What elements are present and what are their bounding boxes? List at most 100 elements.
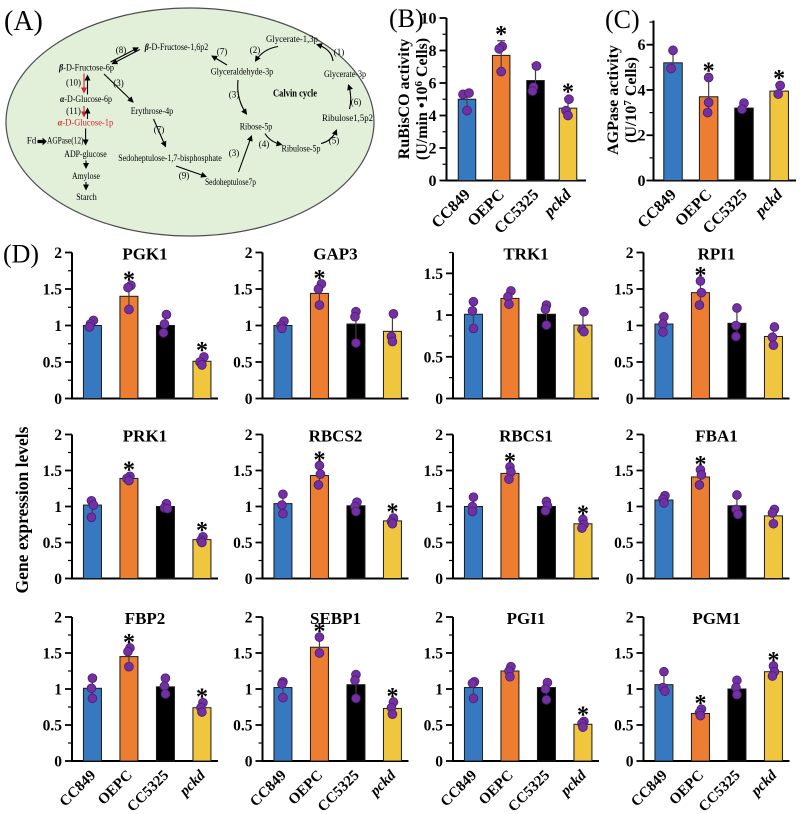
panel-c-ylabel-line2: (U/107 Cells) — [622, 57, 640, 143]
y-tick-label: 0 — [638, 173, 646, 190]
data-point — [158, 327, 169, 338]
y-tick-label: 0 — [245, 571, 253, 588]
bar-CC849 — [273, 325, 293, 399]
x-category-label: pckd — [175, 767, 209, 801]
data-point — [467, 306, 478, 316]
bar-pckd — [763, 671, 783, 762]
significance-asterisk: * — [386, 499, 398, 525]
data-point — [159, 319, 170, 329]
chart-gap3: 0 0.5 1 1.5 2 * GAP3 — [233, 245, 409, 408]
data-point — [658, 319, 668, 329]
y-tick-label: 1 — [626, 318, 634, 335]
data-point — [467, 678, 478, 689]
significance-asterisk: * — [767, 648, 779, 674]
node-fructose-6p: β-D-Fructose-6p — [58, 63, 114, 73]
y-tick-label: 2 — [245, 427, 253, 444]
arrow-sbp-to-s7p — [175, 165, 207, 178]
node-glycerate-13p: Glycerate-1,3p — [266, 34, 318, 44]
data-point — [694, 300, 705, 310]
chart-title: TRK1 — [503, 245, 548, 264]
bar-OEPC — [119, 477, 139, 580]
data-point — [350, 311, 360, 322]
y-tick-label: 2 — [638, 128, 646, 145]
data-point — [732, 689, 742, 700]
data-point — [388, 309, 399, 319]
chart-title: PGI1 — [507, 609, 546, 628]
y-tick-label: 1 — [626, 499, 634, 516]
chart-rbcs2: 00.511.52**RBCS2 — [233, 427, 409, 588]
significance-asterisk: * — [703, 59, 715, 85]
y-tick-label: 1.5 — [233, 463, 253, 480]
y-tick-label: 1.5 — [43, 282, 63, 299]
panel-label-b: (B) — [389, 4, 424, 33]
bar-OEPC — [500, 297, 520, 399]
y-tick-label: 0.5 — [233, 535, 253, 552]
y-tick-label: 1 — [54, 499, 62, 516]
data-point — [87, 693, 98, 704]
y-tick-label: 0.5 — [43, 535, 63, 552]
arc-ribose5p-to-ribulose5p — [264, 133, 283, 147]
chart-prk1: 0 0.5 1 1.5 2 * * PRK1 — [43, 427, 218, 588]
significance-asterisk: * — [504, 449, 516, 475]
x-category-label: pckd — [539, 186, 575, 222]
data-point — [773, 89, 784, 99]
node-ribulose-5p: Ribulose-5p — [282, 144, 321, 154]
bar-OEPC — [500, 472, 520, 580]
data-point — [468, 492, 479, 502]
reaction-2: (2) — [250, 45, 261, 55]
y-tick-label: 2 — [435, 610, 443, 627]
data-point — [505, 671, 515, 682]
panel-a-diagram: β-D-Fructose-1,6p2 β-D-Fructose-6p α-D-G… — [5, 7, 375, 237]
significance-asterisk: * — [123, 267, 135, 293]
data-point — [541, 694, 552, 705]
y-tick-label: 2 — [429, 141, 437, 158]
data-point — [351, 693, 361, 704]
y-tick-label: 1.5 — [233, 646, 253, 663]
significance-asterisk: * — [694, 691, 706, 717]
data-point — [467, 506, 478, 517]
data-point — [387, 336, 398, 347]
label-calvin-cycle: Calvin cycle — [273, 89, 317, 100]
node-erythrose-4p: Erythrose-4p — [131, 106, 174, 116]
y-tick-label: 0 — [245, 391, 253, 408]
data-point — [666, 63, 676, 74]
data-point — [197, 707, 207, 717]
node-glucose-6p: α-D-Glucose-6p — [60, 94, 112, 104]
data-point — [496, 66, 507, 77]
data-point — [351, 506, 361, 517]
reaction-5: (5) — [329, 136, 340, 146]
y-tick-label: 0.5 — [424, 349, 444, 366]
y-tick-label: 1 — [245, 318, 253, 335]
data-point — [659, 666, 669, 677]
data-point — [87, 673, 98, 683]
arc-ribulose5p-to-ribulose15p2 — [320, 129, 338, 145]
data-point — [468, 296, 479, 307]
data-point — [578, 722, 588, 732]
y-tick-label: 1 — [626, 682, 634, 699]
bar-pckd — [769, 90, 789, 181]
data-point — [767, 508, 778, 518]
data-point — [768, 340, 779, 351]
bar-CC849 — [663, 62, 683, 181]
data-point — [84, 322, 95, 332]
chart-title: PGM1 — [692, 609, 740, 628]
x-category-label: CC849 — [438, 768, 481, 811]
data-point — [315, 469, 326, 479]
data-point — [86, 683, 97, 694]
data-point — [579, 306, 589, 317]
bar-CC5325 — [536, 506, 556, 579]
x-category-label: CC5325 — [124, 768, 172, 814]
data-point — [124, 304, 134, 315]
panel-b-ylabel: RuBisCO activity (U/min •106 Cells) — [396, 38, 431, 160]
data-point — [278, 489, 288, 500]
y-tick-label: 2 — [54, 427, 62, 444]
data-point — [504, 474, 514, 484]
data-point — [531, 61, 542, 71]
y-tick-label: 0 — [54, 391, 62, 408]
arrow-f16p2-to-f6p — [111, 49, 141, 65]
data-point — [197, 537, 207, 548]
y-tick-label: 2 — [626, 245, 634, 262]
y-tick-label: 0 — [54, 754, 62, 771]
